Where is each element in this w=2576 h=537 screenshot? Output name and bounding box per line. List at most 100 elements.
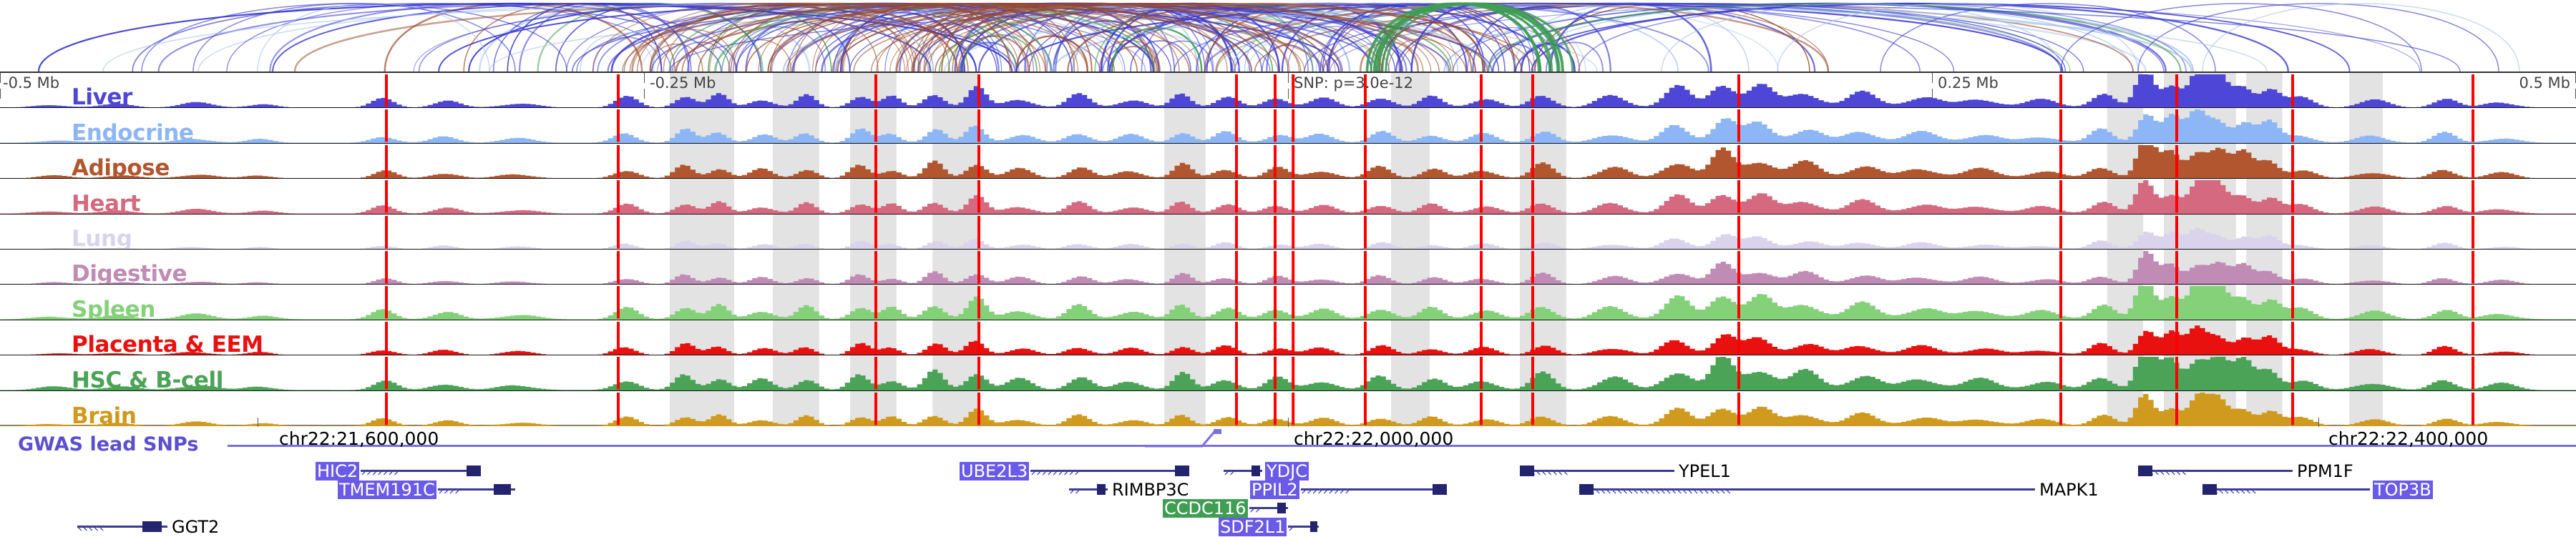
gene-feature[interactable]: › SDF2L1 xyxy=(0,518,2576,536)
gene-feature[interactable]: ‹‹‹‹‹‹‹‹‹‹ TOP3B xyxy=(0,481,2576,499)
gene-exon xyxy=(1310,521,1317,532)
gene-exon xyxy=(1096,484,1106,495)
track-label-digestive: Digestive xyxy=(72,261,187,285)
gene-exon xyxy=(1277,503,1286,513)
signal-track-placenta-eem[interactable]: Placenta & EEM xyxy=(0,320,2576,356)
strand-arrows: ››››››››› xyxy=(1301,483,1350,498)
signal-track-brain[interactable]: Brain xyxy=(0,390,2576,426)
signal-track-liver[interactable]: Liver -0.5 Mb -0.25 Mb SNP: p=3.0e-12 0.25 M… xyxy=(0,73,2576,109)
signal-track-endocrine[interactable]: Endocrine xyxy=(0,108,2576,144)
track-label-lung: Lung xyxy=(72,225,132,250)
axis-tick xyxy=(644,89,645,99)
signal-profile-svg xyxy=(20,108,2540,143)
gene-body xyxy=(1069,488,1108,491)
signal-track-spleen[interactable]: Spleen xyxy=(0,285,2576,320)
axis-tick xyxy=(1288,73,1289,83)
gene-label-rimbp3c[interactable]: RIMBP3C xyxy=(1112,480,1189,500)
signal-profile-svg xyxy=(31,214,2535,249)
gene-exon xyxy=(1175,465,1189,476)
gene-label-ube2l3[interactable]: UBE2L3 xyxy=(960,461,1030,481)
gene-feature[interactable]: ››››››› HIC2 xyxy=(0,462,2576,481)
gene-feature[interactable]: ‹‹‹‹‹‹‹‹‹‹‹‹‹‹‹‹‹‹‹‹‹‹‹‹‹‹‹‹ MAPK1 xyxy=(0,481,2576,499)
gwas-lead-snp-row: GWAS lead SNPs chr22:21,600,000 chr22:22,… xyxy=(0,418,2576,459)
gwas-connector-line xyxy=(228,445,2576,447)
gene-feature[interactable]: ›› YDJC xyxy=(0,462,2576,481)
gene-body xyxy=(1301,488,1443,491)
gene-feature[interactable]: ›››› TMEM191C xyxy=(0,481,2576,499)
gene-feature[interactable]: ‹‹‹‹‹‹‹‹‹ PPM1F xyxy=(0,462,2576,481)
strand-arrows: ‹‹‹‹‹‹‹‹‹‹ xyxy=(2202,483,2257,498)
axis-tick xyxy=(0,89,1,99)
signal-track-digestive[interactable]: Digestive xyxy=(0,249,2576,285)
track-label-spleen: Spleen xyxy=(72,296,155,320)
gene-label-ypel1[interactable]: YPEL1 xyxy=(1679,461,1731,481)
gene-label-ppm1f[interactable]: PPM1F xyxy=(2297,461,2353,481)
gene-feature[interactable]: ››››››››› PPIL2 xyxy=(0,481,2576,499)
track-label-placenta-eem: Placenta & EEM xyxy=(72,332,263,356)
gene-feature[interactable]: ›› CCDC116 xyxy=(0,499,2576,518)
strand-arrows: ‹‹‹‹‹ xyxy=(77,520,104,536)
strand-arrows: ››››››› xyxy=(361,464,399,480)
signal-profile-svg xyxy=(15,179,2535,214)
gene-label-top3b[interactable]: TOP3B xyxy=(2373,480,2433,500)
gene-label-hic2[interactable]: HIC2 xyxy=(316,461,360,481)
signal-profile-svg xyxy=(26,320,2540,355)
track-label-heart: Heart xyxy=(72,190,140,215)
gene-body xyxy=(361,470,477,472)
gene-body xyxy=(1520,470,1674,472)
gene-body xyxy=(1030,470,1185,472)
coordinate-tick xyxy=(2318,418,2319,427)
strand-arrows: ‹‹‹‹‹‹‹‹‹‹‹‹‹‹‹‹‹‹‹‹‹‹‹‹‹‹‹‹ xyxy=(1579,483,1732,498)
gene-exon xyxy=(1579,484,1594,495)
signal-profile-svg xyxy=(20,143,2535,179)
gene-feature[interactable]: ‹‹‹‹‹‹‹‹‹ YPEL1 xyxy=(0,462,2576,481)
gene-exon xyxy=(493,484,511,495)
gene-feature[interactable]: ‹‹‹‹‹ GGT2 xyxy=(0,518,2576,536)
strand-arrows: ›› xyxy=(1249,501,1261,517)
gene-label-sdf2l1[interactable]: SDF2L1 xyxy=(1219,517,1287,537)
signal-profile-svg xyxy=(26,249,2535,285)
gene-exon xyxy=(1520,465,1534,476)
strand-arrows: ›› xyxy=(1069,483,1080,498)
signal-profile-svg xyxy=(10,285,2545,320)
gene-body xyxy=(1249,507,1288,509)
gene-exon xyxy=(2202,484,2217,495)
track-label-endocrine: Endocrine xyxy=(72,119,194,144)
gene-body xyxy=(438,488,515,491)
track-label-adipose: Adipose xyxy=(72,155,170,179)
gene-feature[interactable]: ›› RIMBP3C xyxy=(0,481,2576,499)
gene-body xyxy=(1579,488,2035,491)
axis-tick xyxy=(644,73,645,83)
strand-arrows: ‹‹‹‹‹‹‹‹‹ xyxy=(2138,464,2187,480)
track-label-hsc-b-cell: HSC & B-cell xyxy=(72,367,223,391)
strand-arrows: ›››› xyxy=(438,483,460,498)
gene-label-ppil2[interactable]: PPIL2 xyxy=(1250,480,1299,500)
signal-track-hsc-b-cell[interactable]: HSC & B-cell xyxy=(0,355,2576,391)
signal-track-adipose[interactable]: Adipose xyxy=(0,143,2576,179)
axis-tick xyxy=(1932,73,1933,83)
coordinate-tick xyxy=(1288,418,1289,427)
gene-body xyxy=(1288,526,1319,528)
track-label-brain: Brain xyxy=(72,403,137,426)
gene-label-ydjc[interactable]: YDJC xyxy=(1265,461,1309,481)
gene-label-mapk1[interactable]: MAPK1 xyxy=(2039,480,2099,500)
gene-annotation-track: ‹‹‹‹‹ GGT2 ››››››› HIC2 ›››› TMEM191C ››››››››… xyxy=(0,459,2576,536)
axis-label: -0.25 Mb xyxy=(650,74,716,92)
gene-exon xyxy=(1433,484,1447,495)
gene-label-ggt2[interactable]: GGT2 xyxy=(172,517,220,537)
gene-body xyxy=(2202,488,2370,491)
gene-feature[interactable]: ››››››››› UBE2L3 xyxy=(0,462,2576,481)
axis-tick xyxy=(0,73,1,83)
axis-tick xyxy=(1932,89,1933,99)
track-label-liver: Liver xyxy=(72,84,132,109)
signal-track-lung[interactable]: Lung xyxy=(0,214,2576,250)
gene-body xyxy=(2138,470,2293,472)
gene-label-ccdc116[interactable]: CCDC116 xyxy=(1163,498,1248,518)
gene-exon xyxy=(1251,465,1260,476)
axis-label: SNP: p=3.0e-12 xyxy=(1294,74,1413,92)
signal-track-heart[interactable]: Heart xyxy=(0,179,2576,215)
axis-label: 0.25 Mb xyxy=(1938,74,1999,92)
gene-exon xyxy=(467,465,481,476)
gene-label-tmem191c[interactable]: TMEM191C xyxy=(338,480,436,500)
signal-profile-svg xyxy=(10,73,2540,108)
